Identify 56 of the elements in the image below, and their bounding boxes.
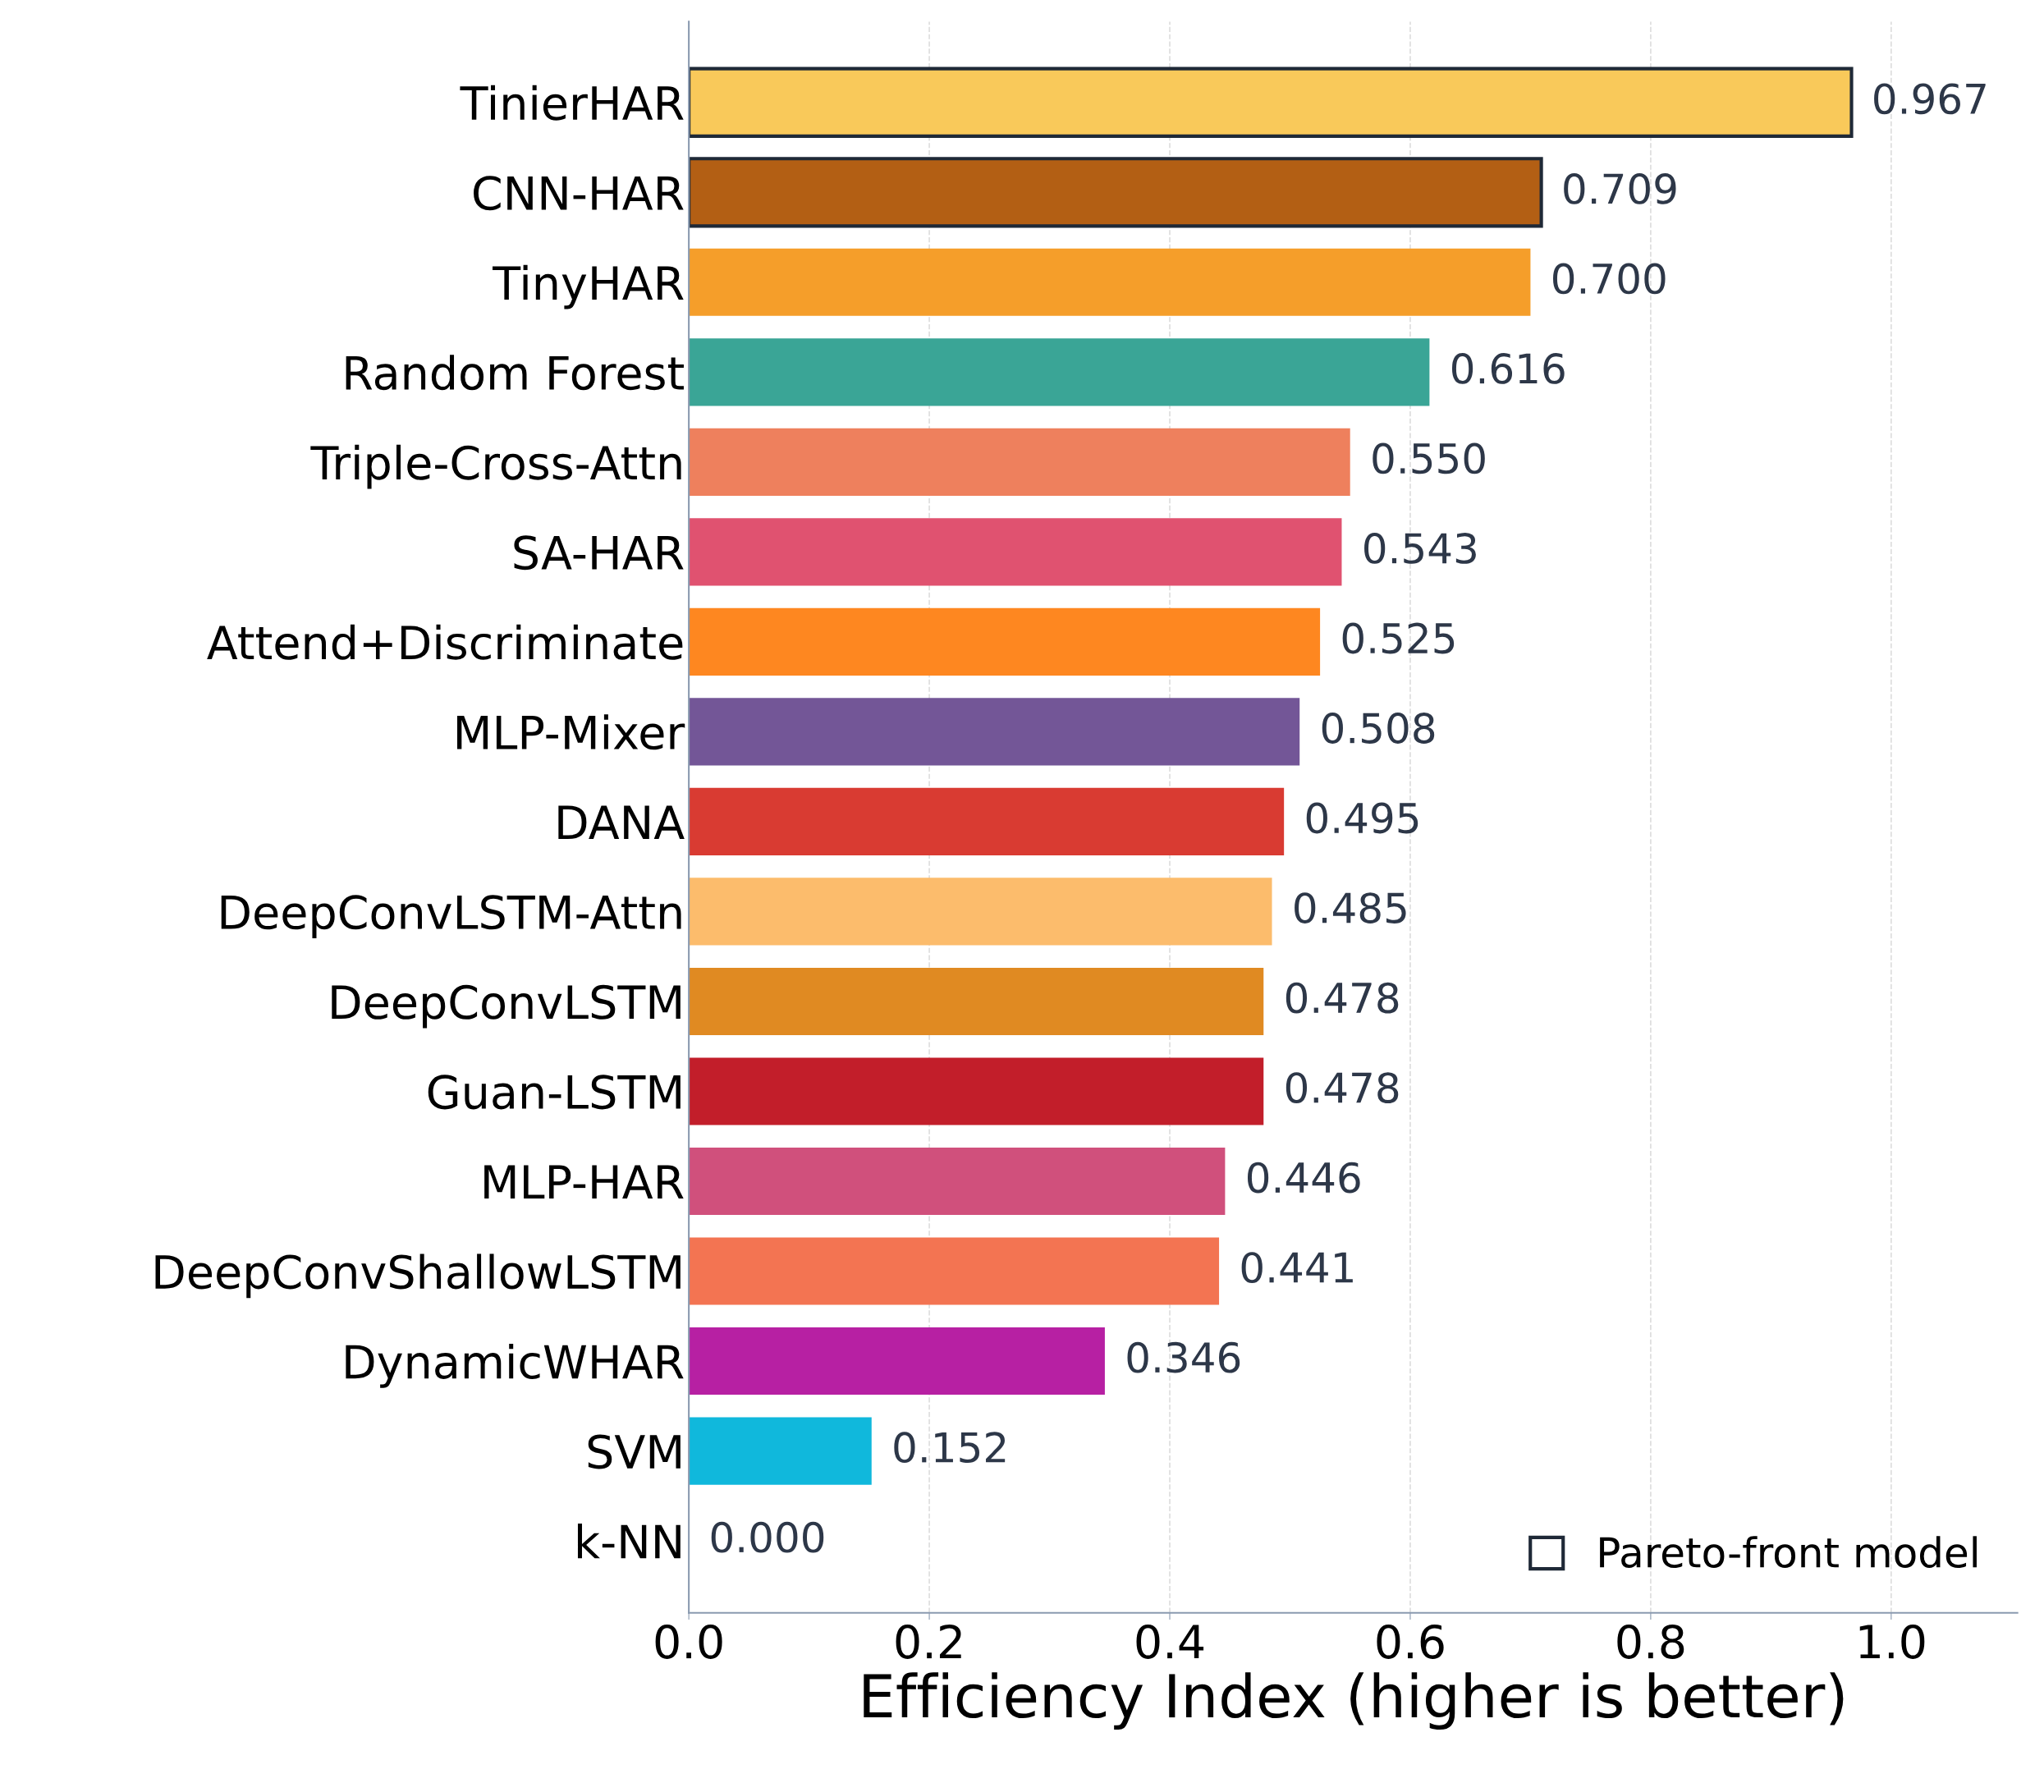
- y-tick-label: Attend+Discriminate: [207, 624, 683, 660]
- x-tick-label: 0.2: [896, 1624, 961, 1659]
- legend-label: Pareto-front model: [1600, 1536, 1977, 1569]
- bar: [689, 607, 1321, 676]
- y-tick-label: SA-HAR: [514, 535, 684, 571]
- y-tick-label: Guan-LSTM: [428, 1075, 681, 1110]
- text: 0.478: [1286, 1072, 1399, 1103]
- text: 0.441: [1241, 1252, 1353, 1284]
- x-tick-label: 0.6: [1377, 1624, 1444, 1659]
- y-tick-label: DeepConvShallowLSTM: [155, 1253, 681, 1299]
- bar: [689, 967, 1264, 1036]
- bar: [689, 698, 1300, 766]
- x-axis-title: Efficiency Index (higher is better): [864, 1672, 1844, 1730]
- text: 0.446: [1247, 1162, 1360, 1194]
- bar: [689, 1057, 1264, 1125]
- x-tick-label: 0.8: [1617, 1624, 1684, 1659]
- text: 0.152: [894, 1432, 1006, 1464]
- text: 0.525: [1342, 622, 1455, 654]
- text: 0.616: [1451, 353, 1565, 384]
- text: 0.485: [1295, 892, 1406, 923]
- text: 0.709: [1564, 172, 1676, 204]
- y-tick-label: TinierHAR: [460, 85, 684, 121]
- bar: [689, 518, 1342, 586]
- y-tick-label: Triple-Cross-Attn: [310, 444, 681, 489]
- bar: [689, 338, 1430, 406]
- bar: [689, 428, 1350, 496]
- text: 0.000: [711, 1521, 824, 1553]
- y-tick-label: DANA: [558, 805, 685, 840]
- text: 0.700: [1553, 263, 1666, 295]
- text: 0.346: [1127, 1341, 1240, 1373]
- y-tick-label: DynamicWHAR: [346, 1343, 684, 1388]
- y-tick-label: MLP-HAR: [484, 1165, 684, 1199]
- bar: [689, 1147, 1226, 1216]
- y-tick-label: Random Forest: [346, 355, 684, 391]
- bar: [689, 248, 1531, 316]
- y-tick-label: MLP-Mixer: [457, 714, 685, 750]
- text: 0.495: [1306, 802, 1418, 834]
- x-tick-label: 0.4: [1136, 1624, 1204, 1659]
- y-tick-label: CNN-HAR: [474, 176, 684, 211]
- text: 0.543: [1364, 533, 1476, 564]
- y-tick-label: SVM: [588, 1434, 681, 1469]
- x-tick-label: 1.0: [1859, 1624, 1925, 1659]
- y-tick-label: k-NN: [577, 1523, 681, 1559]
- text: 0.508: [1322, 713, 1435, 744]
- x-tick-label: 0.0: [655, 1624, 722, 1659]
- bar: [689, 1327, 1105, 1396]
- bar: [689, 1237, 1220, 1305]
- text: 0.550: [1373, 442, 1485, 474]
- bar: [689, 1417, 872, 1485]
- y-tick-label: DeepConvLSTM: [332, 984, 681, 1029]
- bar: [689, 787, 1285, 855]
- text: 0.967: [1874, 83, 1986, 115]
- text: 0.478: [1286, 982, 1399, 1014]
- y-tick-label: DeepConvLSTM-Attn: [221, 895, 681, 939]
- y-tick-label: TinyHAR: [493, 264, 684, 309]
- bar: [689, 878, 1272, 946]
